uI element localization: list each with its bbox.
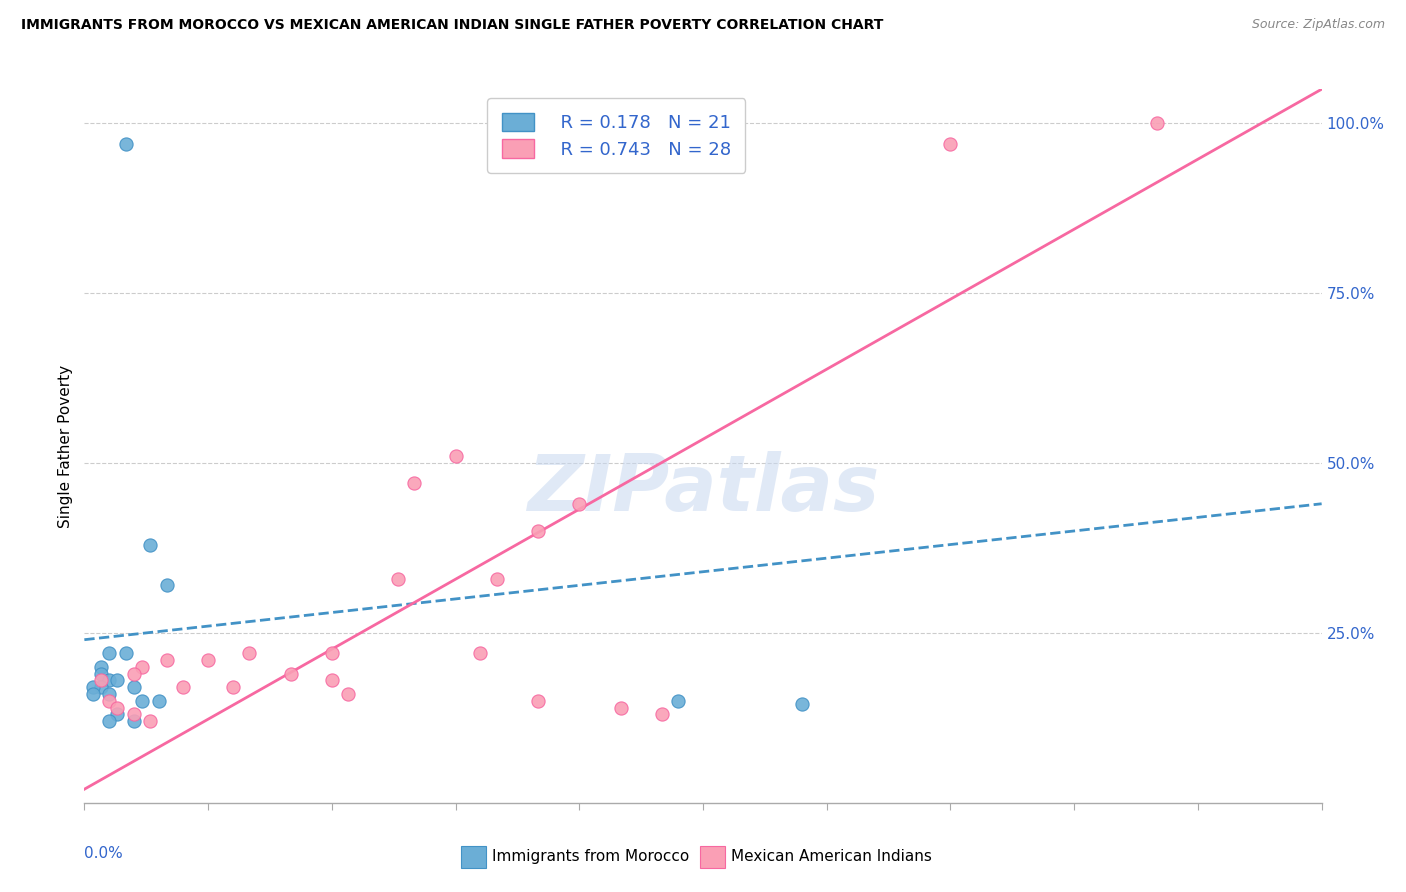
Point <box>527 524 550 538</box>
Point <box>280 666 302 681</box>
Point <box>114 136 136 151</box>
Point <box>568 497 591 511</box>
Point <box>222 680 245 694</box>
Point <box>98 714 121 729</box>
Point <box>197 653 219 667</box>
Point <box>131 694 153 708</box>
Point <box>387 572 409 586</box>
Point <box>90 660 112 674</box>
Text: ZIPatlas: ZIPatlas <box>527 450 879 527</box>
Y-axis label: Single Father Poverty: Single Father Poverty <box>58 365 73 527</box>
Point <box>82 680 104 694</box>
Point <box>156 578 179 592</box>
Point <box>131 660 153 674</box>
Point <box>321 673 343 688</box>
Point <box>114 646 136 660</box>
Point <box>122 666 145 681</box>
Point <box>404 476 426 491</box>
Text: IMMIGRANTS FROM MOROCCO VS MEXICAN AMERICAN INDIAN SINGLE FATHER POVERTY CORRELA: IMMIGRANTS FROM MOROCCO VS MEXICAN AMERI… <box>21 18 883 32</box>
Point <box>790 698 813 712</box>
Point <box>139 537 162 551</box>
Point <box>651 707 673 722</box>
Point <box>1146 116 1168 130</box>
Point <box>939 136 962 151</box>
Point <box>90 680 112 694</box>
Point <box>172 680 194 694</box>
Point <box>90 666 112 681</box>
Point <box>98 694 121 708</box>
Point <box>238 646 260 660</box>
Point <box>444 449 467 463</box>
Point <box>470 646 492 660</box>
Point <box>321 646 343 660</box>
Text: 0.0%: 0.0% <box>84 846 124 861</box>
Point <box>609 700 631 714</box>
Point <box>527 694 550 708</box>
Point <box>90 673 112 688</box>
Point <box>105 700 128 714</box>
Text: Immigrants from Morocco: Immigrants from Morocco <box>492 849 689 863</box>
Point <box>98 673 121 688</box>
Point <box>139 714 162 729</box>
Legend:   R = 0.178   N = 21,   R = 0.743   N = 28: R = 0.178 N = 21, R = 0.743 N = 28 <box>488 98 745 173</box>
Point <box>122 714 145 729</box>
Point <box>337 687 360 701</box>
Point <box>122 680 145 694</box>
Point <box>485 572 508 586</box>
Point <box>98 646 121 660</box>
Text: Source: ZipAtlas.com: Source: ZipAtlas.com <box>1251 18 1385 31</box>
Point <box>98 687 121 701</box>
Point <box>156 653 179 667</box>
Point <box>666 694 689 708</box>
Point <box>148 694 170 708</box>
Point <box>105 707 128 722</box>
Point <box>122 707 145 722</box>
Point <box>105 673 128 688</box>
Text: Mexican American Indians: Mexican American Indians <box>731 849 932 863</box>
Point <box>82 687 104 701</box>
